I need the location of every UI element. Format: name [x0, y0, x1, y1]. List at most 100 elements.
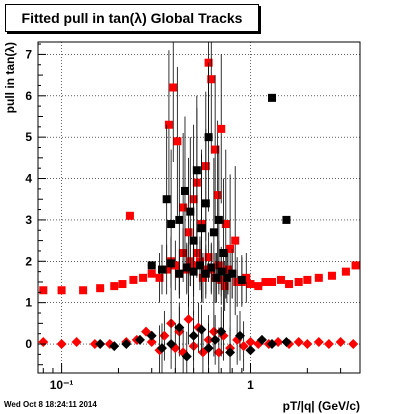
- black-square-marker: [180, 186, 189, 195]
- red-square-marker: [184, 228, 193, 237]
- black-square-marker: [217, 267, 226, 276]
- red-square-marker: [211, 145, 220, 154]
- black-square-marker: [209, 228, 218, 237]
- x-axis-label: pT/|q| (GeV/c): [283, 399, 360, 413]
- black-square-marker: [237, 275, 246, 284]
- red-square-marker: [341, 267, 350, 276]
- y-tick-label: 2: [25, 254, 32, 268]
- red-square-marker: [314, 273, 323, 282]
- red-square-marker: [118, 280, 127, 289]
- red-square-marker: [223, 265, 232, 274]
- red-square-marker: [79, 286, 88, 295]
- red-square-marker: [198, 273, 207, 282]
- black-square-marker: [175, 215, 184, 224]
- black-square-marker: [207, 263, 216, 272]
- red-square-marker: [242, 273, 251, 282]
- red-square-marker: [171, 261, 180, 270]
- red-square-marker: [110, 282, 119, 291]
- red-square-marker: [221, 220, 230, 229]
- chart-title-box: Fitted pull in tan(λ) Global Tracks: [5, 4, 259, 32]
- black-square-marker: [195, 261, 204, 270]
- y-axis-label: pull in tan(λ): [3, 42, 17, 113]
- black-square-marker: [222, 273, 231, 282]
- red-diamond-marker: [323, 339, 334, 350]
- red-square-marker: [285, 280, 294, 289]
- red-square-marker: [207, 75, 216, 84]
- black-diamond-marker: [267, 339, 278, 350]
- red-square-marker: [179, 203, 188, 212]
- red-square-marker: [246, 280, 255, 289]
- y-tick-label: 3: [25, 213, 32, 227]
- black-diamond-marker: [166, 339, 177, 350]
- red-square-marker: [96, 284, 105, 293]
- red-square-marker: [268, 277, 277, 286]
- red-diamond-marker: [183, 314, 194, 325]
- black-square-marker: [192, 166, 201, 175]
- red-square-marker: [213, 191, 222, 200]
- x-tick-label: 10⁻¹: [50, 378, 74, 392]
- red-square-marker: [294, 277, 303, 286]
- black-square-marker: [197, 224, 206, 233]
- black-square-marker: [189, 267, 198, 276]
- x-tick-label: 1: [247, 378, 254, 392]
- red-diamond-marker: [302, 339, 313, 350]
- black-diamond-marker: [210, 334, 221, 345]
- plot-area: [38, 42, 360, 373]
- red-diamond-marker: [238, 341, 249, 352]
- black-diamond-marker: [181, 351, 192, 362]
- y-tick-label: 5: [25, 130, 32, 144]
- black-diamond-marker: [174, 322, 185, 333]
- chart-title: Fitted pull in tan(λ) Global Tracks: [21, 10, 243, 26]
- black-square-marker: [228, 269, 237, 278]
- red-diamond-marker: [245, 336, 256, 347]
- black-square-marker: [282, 215, 291, 224]
- red-square-marker: [164, 120, 173, 129]
- black-square-marker: [268, 93, 277, 102]
- black-square-marker: [189, 236, 198, 245]
- plot-frame: [37, 41, 361, 374]
- black-square-marker: [147, 261, 156, 270]
- red-diamond-marker: [293, 336, 304, 347]
- black-diamond-marker: [196, 324, 207, 335]
- black-diamond-marker: [203, 343, 214, 354]
- black-diamond-marker: [156, 343, 167, 354]
- red-square-marker: [303, 275, 312, 284]
- black-diamond-marker: [121, 339, 132, 350]
- red-square-marker: [254, 282, 263, 291]
- red-diamond-marker: [348, 339, 359, 350]
- red-square-marker: [169, 83, 178, 92]
- black-diamond-marker: [109, 341, 120, 352]
- black-square-marker: [201, 199, 210, 208]
- black-diamond-marker: [146, 330, 157, 341]
- black-square-marker: [219, 249, 228, 258]
- red-square-marker: [155, 273, 164, 282]
- black-diamond-marker: [188, 330, 199, 341]
- black-square-marker: [186, 207, 195, 216]
- black-diamond-marker: [234, 330, 245, 341]
- red-square-marker: [57, 286, 66, 295]
- red-square-marker: [125, 211, 134, 220]
- black-diamond-marker: [216, 326, 227, 337]
- black-diamond-marker: [95, 339, 106, 350]
- black-square-marker: [182, 263, 191, 272]
- red-diamond-marker: [71, 336, 82, 347]
- y-tick-label: 0: [25, 337, 32, 351]
- black-diamond-marker: [134, 334, 145, 345]
- y-tick-label: 6: [25, 89, 32, 103]
- red-square-marker: [233, 277, 242, 286]
- black-square-marker: [214, 215, 223, 224]
- red-diamond-marker: [335, 336, 346, 347]
- black-square-marker: [162, 195, 171, 204]
- black-square-marker: [175, 269, 184, 278]
- timestamp-footer: Wed Oct 8 18:24:11 2014: [4, 400, 97, 409]
- red-square-marker: [39, 286, 48, 295]
- red-square-marker: [261, 277, 270, 286]
- black-square-marker: [167, 259, 176, 268]
- red-diamond-marker: [313, 336, 324, 347]
- red-square-marker: [276, 275, 285, 284]
- black-diamond-marker: [281, 336, 292, 347]
- red-square-marker: [147, 269, 156, 278]
- red-square-marker: [231, 236, 240, 245]
